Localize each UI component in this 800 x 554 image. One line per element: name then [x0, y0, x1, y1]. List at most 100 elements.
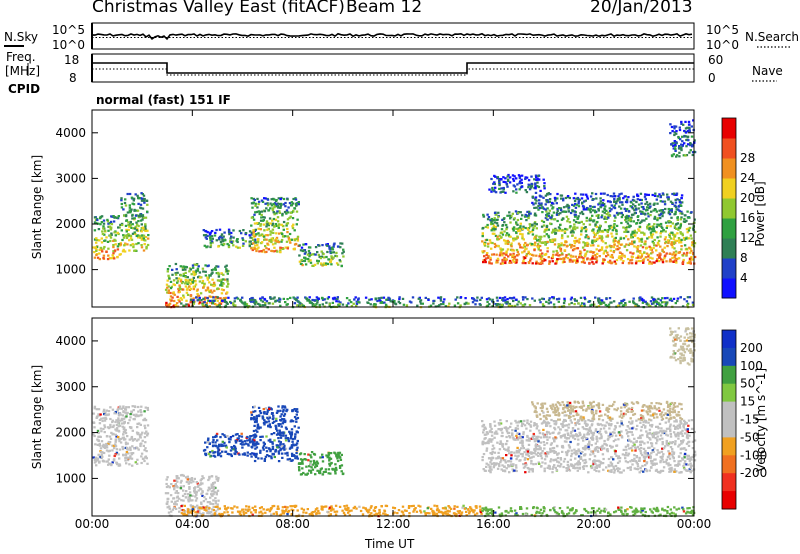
power-panel-colorbar-tick: 12 [740, 231, 755, 245]
nave-tick-low: 0 [708, 71, 716, 85]
power-panel-colorbar-tick: 4 [740, 271, 748, 285]
velocity-panel-colorbar-swatch [722, 330, 736, 349]
noise-tick-right-low: 10^0 [706, 38, 739, 52]
power-panel-colorbar-swatch [722, 158, 736, 179]
power-panel-region-0 [92, 215, 122, 261]
velocity-panel-region-8 [531, 400, 684, 421]
velocity-panel-colorbar-tick: -15 [740, 413, 760, 427]
power-panel-colorbar-swatch [722, 278, 736, 299]
freq-unit-label: [MHz] [5, 64, 41, 78]
power-panel-ytick-label: 3000 [55, 171, 86, 185]
power-panel-colorbar-tick: 16 [740, 211, 755, 225]
velocity-panel-colorbar-tick: -200 [740, 466, 767, 480]
velocity-panel-colorbar-swatch [722, 473, 736, 492]
velocity-panel-ytick-label: 3000 [55, 380, 86, 394]
power-panel-colorbar-swatch [722, 118, 736, 139]
power-panel-colorbar-swatch [722, 258, 736, 279]
power-panel-colorbar-tick: 8 [740, 251, 748, 265]
power-panel-colorbar-swatch [722, 178, 736, 199]
velocity-panel-colorbar-swatch [722, 491, 736, 510]
velocity-panel-colorbar-swatch [722, 347, 736, 367]
velocity-panel-xtick-label: 12:00 [376, 517, 411, 531]
beam-title: Beam 12 [346, 0, 423, 17]
velocity-panel-colorbar-tick: 100 [740, 359, 763, 373]
power-panel-region-3 [202, 228, 260, 249]
power-panel-region-1 [119, 192, 150, 253]
freq-panel-frame [91, 53, 695, 83]
velocity-panel-colorbar-tick: 200 [740, 341, 763, 355]
velocity-ylabel: Slant Range [km] [30, 364, 44, 470]
velocity-panel-ytick-label: 4000 [55, 334, 86, 348]
velocity-panel-region-9 [669, 327, 696, 366]
velocity-panel-colorbar-tick: 50 [740, 377, 755, 391]
power-panel-ytick-label: 4000 [55, 126, 86, 140]
velocity-panel-xtick-label: 08:00 [275, 517, 310, 531]
power-panel-colorbar-tick: 20 [740, 191, 755, 205]
velocity-panel-colorbar-tick: -50 [740, 430, 760, 444]
power-panel-image [92, 119, 697, 309]
velocity-panel-colorbar-tick: 15 [740, 395, 755, 409]
velocity-panel-xtick-label: 20:00 [576, 517, 611, 531]
velocity-panel-xtick-label: 16:00 [476, 517, 511, 531]
date-title: 20/Jan/2013 [590, 0, 693, 17]
velocity-panel-region-0 [92, 405, 150, 467]
power-panel-region-6 [180, 296, 695, 309]
freq-label: Freq. [6, 50, 36, 64]
nave-label: Nave [752, 64, 783, 78]
power-panel-ytick-label: 2000 [55, 217, 86, 231]
power-panel-region-5 [298, 242, 345, 268]
velocity-panel-ytick-label: 2000 [55, 426, 86, 440]
velocity-panel-ytick-label: 1000 [55, 471, 86, 485]
station-title: Christmas Valley East (fitACF) [92, 0, 345, 17]
velocity-panel-colorbar-swatch [722, 365, 736, 385]
velocity-panel-colorbar-frame [721, 329, 737, 510]
velocity-panel-colorbar-tick: -100 [740, 448, 767, 462]
velocity-colorbar-label: Velocity [m s^-1] [754, 367, 768, 473]
velocity-panel-colorbar-swatch [722, 401, 736, 420]
velocity-panel-colorbar-swatch [722, 455, 736, 474]
nave-series [92, 68, 694, 76]
power-ylabel: Slant Range [km] [30, 154, 44, 260]
velocity-panel-colorbar-swatch [722, 383, 736, 403]
power-panel-region-2 [164, 262, 230, 309]
cpid-label: CPID [8, 82, 41, 96]
power-panel-region-9 [488, 173, 546, 194]
velocity-panel-xtick-label: 04:00 [175, 517, 210, 531]
freq-tick-low: 8 [69, 71, 77, 85]
power-panel-region-4 [250, 196, 300, 254]
nsky-label: N.Sky [4, 30, 39, 44]
velocity-panel-frame [91, 317, 695, 517]
velocity-panel-colorbar-swatch [722, 437, 736, 456]
power-panel-colorbar-swatch [722, 198, 736, 219]
velocity-panel-image [92, 327, 697, 518]
time-axis-label: Time UT [365, 537, 415, 551]
velocity-panel-region-5 [180, 504, 483, 518]
power-panel-colorbar-swatch [722, 238, 736, 259]
power-panel-colorbar-swatch [722, 138, 736, 159]
freq-tick-high: 18 [64, 53, 80, 67]
nsky-series [91, 32, 693, 41]
velocity-panel-region-4 [297, 451, 345, 476]
noise-tick-left-low: 10^0 [52, 38, 85, 52]
velocity-panel-region-2 [202, 432, 260, 458]
power-panel-ytick-label: 1000 [55, 263, 86, 277]
power-panel-region-8 [531, 192, 684, 213]
nsearch-label: N.Search [745, 30, 800, 44]
power-panel-region-7 [481, 210, 697, 265]
power-panel-colorbar-tick: 24 [740, 171, 755, 185]
velocity-panel-region-3 [250, 405, 300, 463]
cpid-value: normal (fast) 151 IF [96, 93, 231, 107]
power-colorbar-label: Power [dB] [753, 181, 767, 247]
power-panel-region-10 [669, 119, 697, 158]
noise-tick-right-high: 10^5 [706, 23, 739, 37]
velocity-panel-xtick-label: 00:00 [677, 517, 712, 531]
power-panel-colorbar-swatch [722, 218, 736, 239]
noise-tick-left-high: 10^5 [52, 23, 85, 37]
velocity-panel-region-7 [481, 418, 697, 474]
freq-series [92, 62, 694, 74]
velocity-panel-colorbar-swatch [722, 419, 736, 438]
power-panel-colorbar-frame [721, 117, 737, 299]
power-panel-colorbar-tick: 28 [740, 151, 755, 165]
velocity-panel-xtick-label: 00:00 [75, 517, 110, 531]
